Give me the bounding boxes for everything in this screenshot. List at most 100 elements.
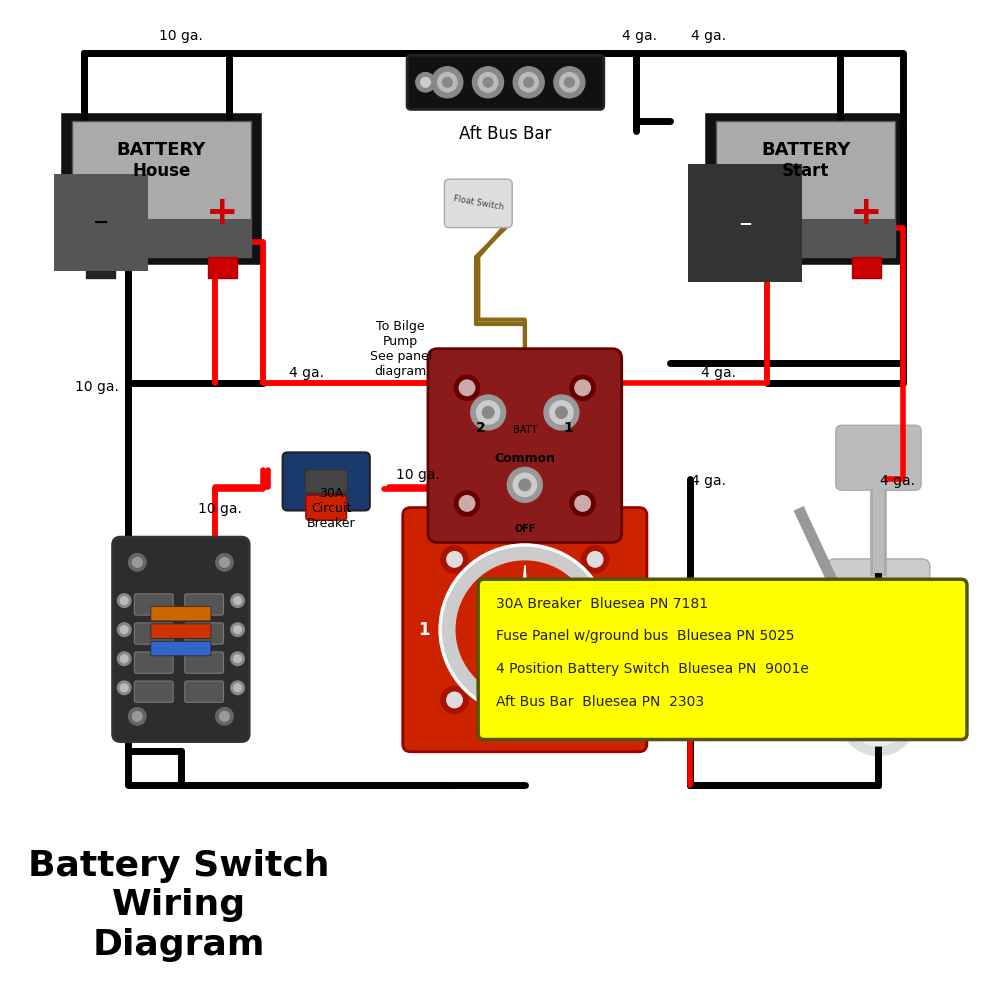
Text: −: −: [93, 213, 109, 233]
Polygon shape: [525, 565, 585, 630]
Circle shape: [839, 678, 917, 755]
Circle shape: [129, 708, 146, 725]
FancyBboxPatch shape: [852, 256, 881, 278]
Bar: [716, 219, 895, 256]
Circle shape: [129, 553, 146, 571]
Circle shape: [544, 395, 579, 430]
Circle shape: [132, 557, 142, 567]
FancyBboxPatch shape: [134, 623, 173, 644]
Circle shape: [459, 380, 475, 396]
Circle shape: [117, 594, 131, 608]
FancyBboxPatch shape: [134, 594, 173, 615]
Circle shape: [230, 681, 244, 695]
FancyBboxPatch shape: [185, 623, 224, 644]
Circle shape: [220, 712, 230, 721]
Circle shape: [230, 652, 244, 665]
Text: BATTERY: BATTERY: [117, 142, 206, 159]
FancyBboxPatch shape: [185, 681, 224, 702]
FancyBboxPatch shape: [151, 607, 211, 621]
Text: +: +: [206, 194, 238, 232]
Circle shape: [230, 594, 244, 608]
Circle shape: [120, 684, 128, 692]
Text: 4 ga.: 4 ga.: [701, 366, 736, 380]
Circle shape: [216, 553, 233, 571]
Text: OFF: OFF: [514, 524, 536, 534]
FancyBboxPatch shape: [305, 470, 348, 493]
Circle shape: [849, 688, 907, 745]
Text: 10 ga.: 10 ga.: [396, 467, 440, 482]
Text: Aft Bus Bar  Bluesea PN  2303: Aft Bus Bar Bluesea PN 2303: [495, 695, 703, 709]
Circle shape: [441, 686, 468, 714]
Circle shape: [575, 496, 590, 511]
Circle shape: [454, 491, 480, 516]
Circle shape: [233, 597, 241, 605]
Text: 4 ga.: 4 ga.: [881, 474, 915, 488]
Circle shape: [456, 561, 593, 698]
Circle shape: [233, 654, 241, 662]
FancyBboxPatch shape: [151, 642, 211, 655]
FancyBboxPatch shape: [208, 256, 236, 278]
Text: To Bilge
Pump
See panel
diagram: To Bilge Pump See panel diagram: [369, 320, 432, 377]
FancyBboxPatch shape: [185, 594, 224, 615]
Text: Common: Common: [494, 452, 556, 465]
FancyBboxPatch shape: [134, 681, 173, 702]
Circle shape: [507, 467, 543, 502]
Text: 10 ga.: 10 ga.: [198, 502, 241, 516]
Circle shape: [431, 66, 463, 98]
Circle shape: [439, 544, 611, 716]
Text: Start: Start: [782, 162, 829, 180]
Text: 1: 1: [419, 621, 430, 639]
Text: 4 ga.: 4 ga.: [290, 366, 324, 380]
FancyBboxPatch shape: [134, 652, 173, 673]
FancyBboxPatch shape: [708, 116, 903, 261]
Circle shape: [132, 712, 142, 721]
Text: 10 ga.: 10 ga.: [75, 380, 118, 394]
Text: 4 ga.: 4 ga.: [691, 29, 726, 43]
Circle shape: [471, 395, 505, 430]
FancyBboxPatch shape: [427, 348, 622, 543]
FancyBboxPatch shape: [407, 55, 604, 110]
FancyBboxPatch shape: [731, 256, 759, 278]
Text: −: −: [739, 214, 753, 232]
FancyBboxPatch shape: [112, 538, 249, 742]
Circle shape: [559, 72, 579, 92]
Circle shape: [421, 77, 430, 87]
FancyBboxPatch shape: [87, 256, 115, 278]
FancyBboxPatch shape: [283, 452, 369, 511]
Polygon shape: [517, 567, 533, 649]
Circle shape: [447, 551, 462, 567]
Text: Float Switch: Float Switch: [452, 194, 504, 212]
Circle shape: [479, 72, 497, 92]
Text: 2: 2: [620, 621, 631, 639]
Circle shape: [117, 652, 131, 665]
Circle shape: [442, 547, 607, 712]
FancyBboxPatch shape: [716, 121, 895, 256]
Circle shape: [477, 401, 499, 424]
Text: 4 ga.: 4 ga.: [622, 29, 657, 43]
FancyBboxPatch shape: [306, 495, 347, 520]
Circle shape: [447, 692, 462, 708]
Circle shape: [587, 692, 603, 708]
Circle shape: [220, 557, 230, 567]
FancyBboxPatch shape: [72, 121, 251, 256]
Circle shape: [483, 407, 494, 418]
Circle shape: [524, 77, 534, 87]
Circle shape: [587, 551, 603, 567]
Text: 1: 1: [563, 421, 573, 436]
Text: +: +: [850, 194, 883, 232]
FancyBboxPatch shape: [403, 508, 647, 751]
Text: 4 ga.: 4 ga.: [691, 474, 726, 488]
FancyBboxPatch shape: [827, 559, 930, 691]
Text: BOTH: BOTH: [509, 726, 540, 736]
Circle shape: [117, 623, 131, 637]
Circle shape: [556, 407, 567, 418]
Text: 10 ga.: 10 ga.: [159, 29, 203, 43]
Text: 30A
Circuit
Breaker: 30A Circuit Breaker: [306, 487, 356, 530]
Text: BATTERY: BATTERY: [761, 142, 850, 159]
Circle shape: [513, 66, 544, 98]
Text: Fuse Panel w/ground bus  Bluesea PN 5025: Fuse Panel w/ground bus Bluesea PN 5025: [495, 630, 794, 644]
Circle shape: [442, 77, 452, 87]
Circle shape: [564, 77, 574, 87]
Circle shape: [473, 66, 503, 98]
FancyBboxPatch shape: [444, 179, 512, 228]
